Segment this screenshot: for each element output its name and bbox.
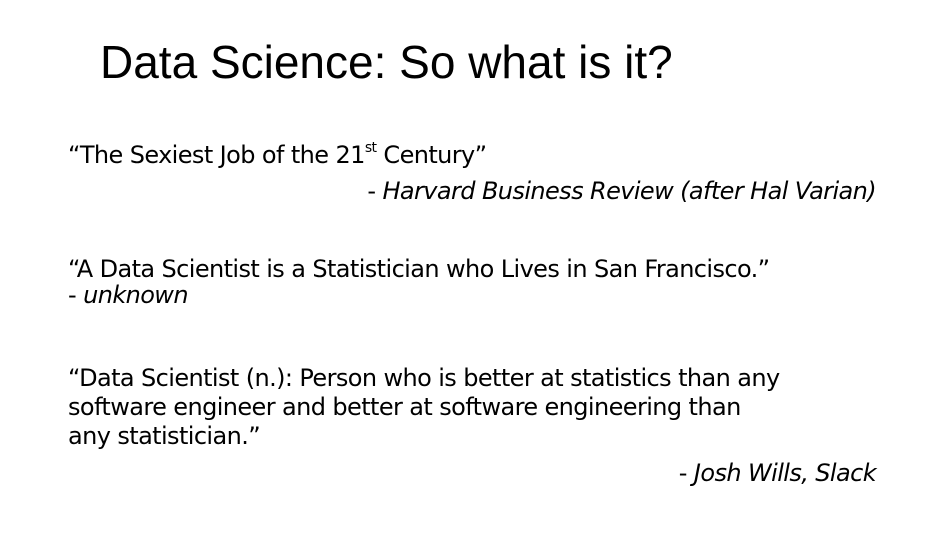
slide-title: Data Science: So what is it? xyxy=(100,36,673,88)
attribution-dash: - xyxy=(68,281,84,309)
quote-1-text-end: Century” xyxy=(376,141,487,169)
quote-3-attribution: - Josh Wills, Slack xyxy=(678,458,877,488)
quote-2: “A Data Scientist is a Statistician who … xyxy=(68,255,770,283)
attribution-dash: - xyxy=(678,459,694,487)
quote-1: “The Sexiest Job of the 21st Century” xyxy=(68,140,487,170)
quote-3: “Data Scientist (n.): Person who is bett… xyxy=(68,364,888,451)
quote-3-line: software engineer and better at software… xyxy=(68,393,741,421)
quote-3-line: “Data Scientist (n.): Person who is bett… xyxy=(68,364,780,392)
quote-3-line: any statistician.” xyxy=(68,422,261,450)
attribution-source: unknown xyxy=(83,281,188,309)
attribution-source: Josh Wills, Slack xyxy=(693,459,877,487)
attribution-dash: - xyxy=(367,177,383,205)
quote-1-superscript: st xyxy=(364,140,377,156)
quote-2-attribution: - unknown xyxy=(68,280,189,310)
quote-1-text-start: “The Sexiest Job of the 21 xyxy=(68,141,365,169)
attribution-source: Harvard Business Review (after Hal Varia… xyxy=(382,177,876,205)
quote-1-attribution: - Harvard Business Review (after Hal Var… xyxy=(367,176,876,206)
